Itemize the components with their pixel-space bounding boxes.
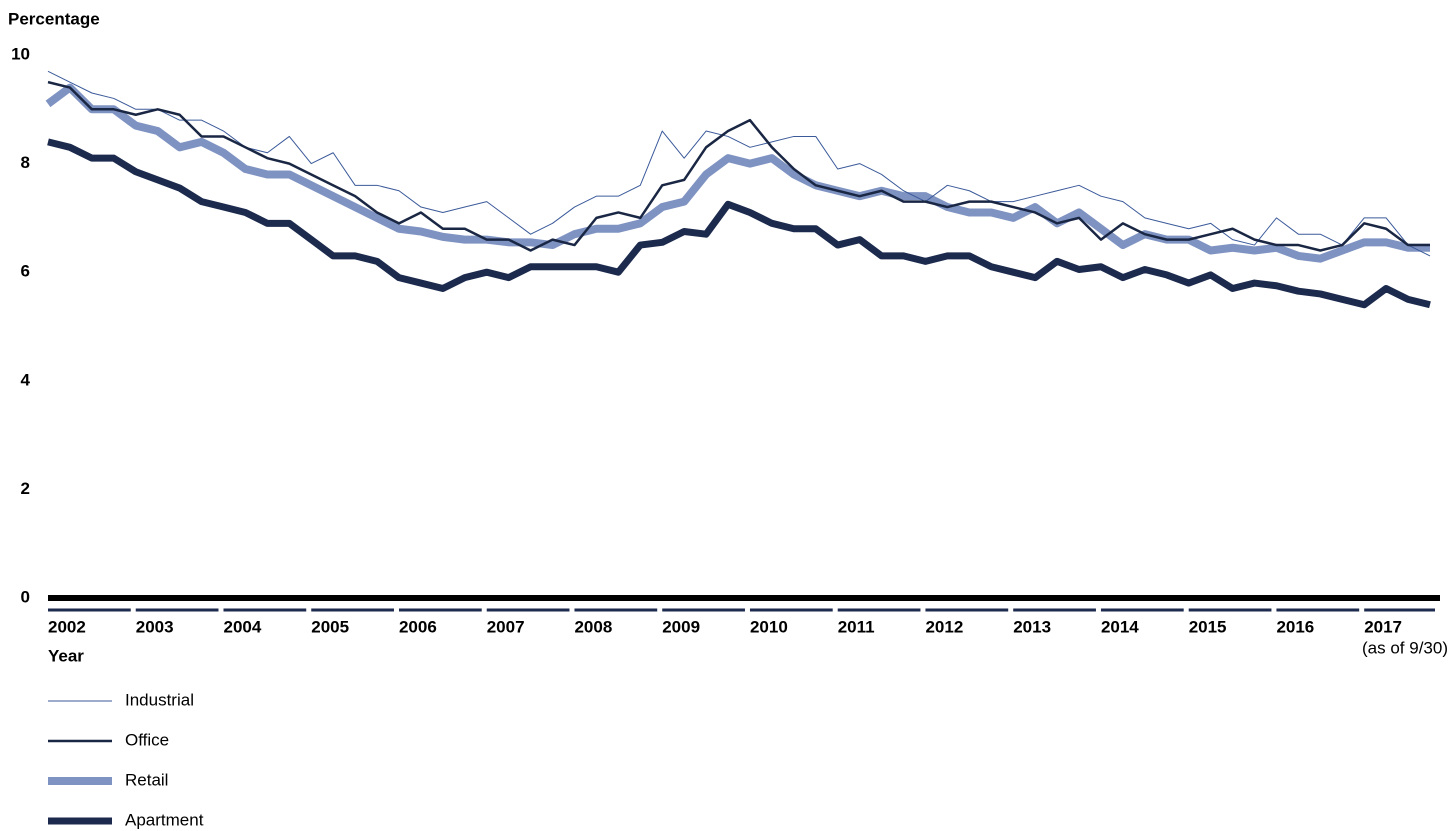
x-tick-label: 2012 <box>925 617 963 636</box>
line-series <box>47 70 1431 257</box>
x-tick-label: 2015 <box>1189 617 1227 636</box>
line-series <box>45 83 1430 263</box>
y-tick-label: 4 <box>21 370 31 389</box>
x-tick-label: 2013 <box>1013 617 1051 636</box>
x-tick-label: 2005 <box>311 617 349 636</box>
x-axis-label: Year <box>48 646 84 665</box>
y-axis-label: Percentage <box>8 9 100 28</box>
line-series <box>47 80 1430 252</box>
line-series <box>47 138 1431 309</box>
y-tick-label: 8 <box>21 153 30 172</box>
legend-label: Industrial <box>125 690 194 709</box>
x-tick-label: 2007 <box>487 617 525 636</box>
y-tick-label: 6 <box>21 262 30 281</box>
legend-label: Retail <box>125 770 168 789</box>
legend-label: Apartment <box>125 810 204 829</box>
x-tick-label: 2010 <box>750 617 788 636</box>
x-tick-label: 2014 <box>1101 617 1139 636</box>
y-tick-label: 2 <box>21 479 30 498</box>
x-tick-label: 2008 <box>574 617 612 636</box>
x-tick-label: 2011 <box>838 617 875 636</box>
x-tick-label: 2004 <box>223 617 261 636</box>
x-tick-label: 2003 <box>136 617 174 636</box>
x-tick-label: 2016 <box>1276 617 1314 636</box>
x-tick-label: 2017 <box>1364 617 1402 636</box>
x-tick-label: 2002 <box>48 617 86 636</box>
y-tick-label: 10 <box>11 44 30 63</box>
x-tick-label: 2009 <box>662 617 700 636</box>
x-tick-label: 2006 <box>399 617 437 636</box>
legend-label: Office <box>125 730 169 749</box>
annotation: (as of 9/30) <box>1362 638 1448 657</box>
y-tick-label: 0 <box>21 587 30 606</box>
